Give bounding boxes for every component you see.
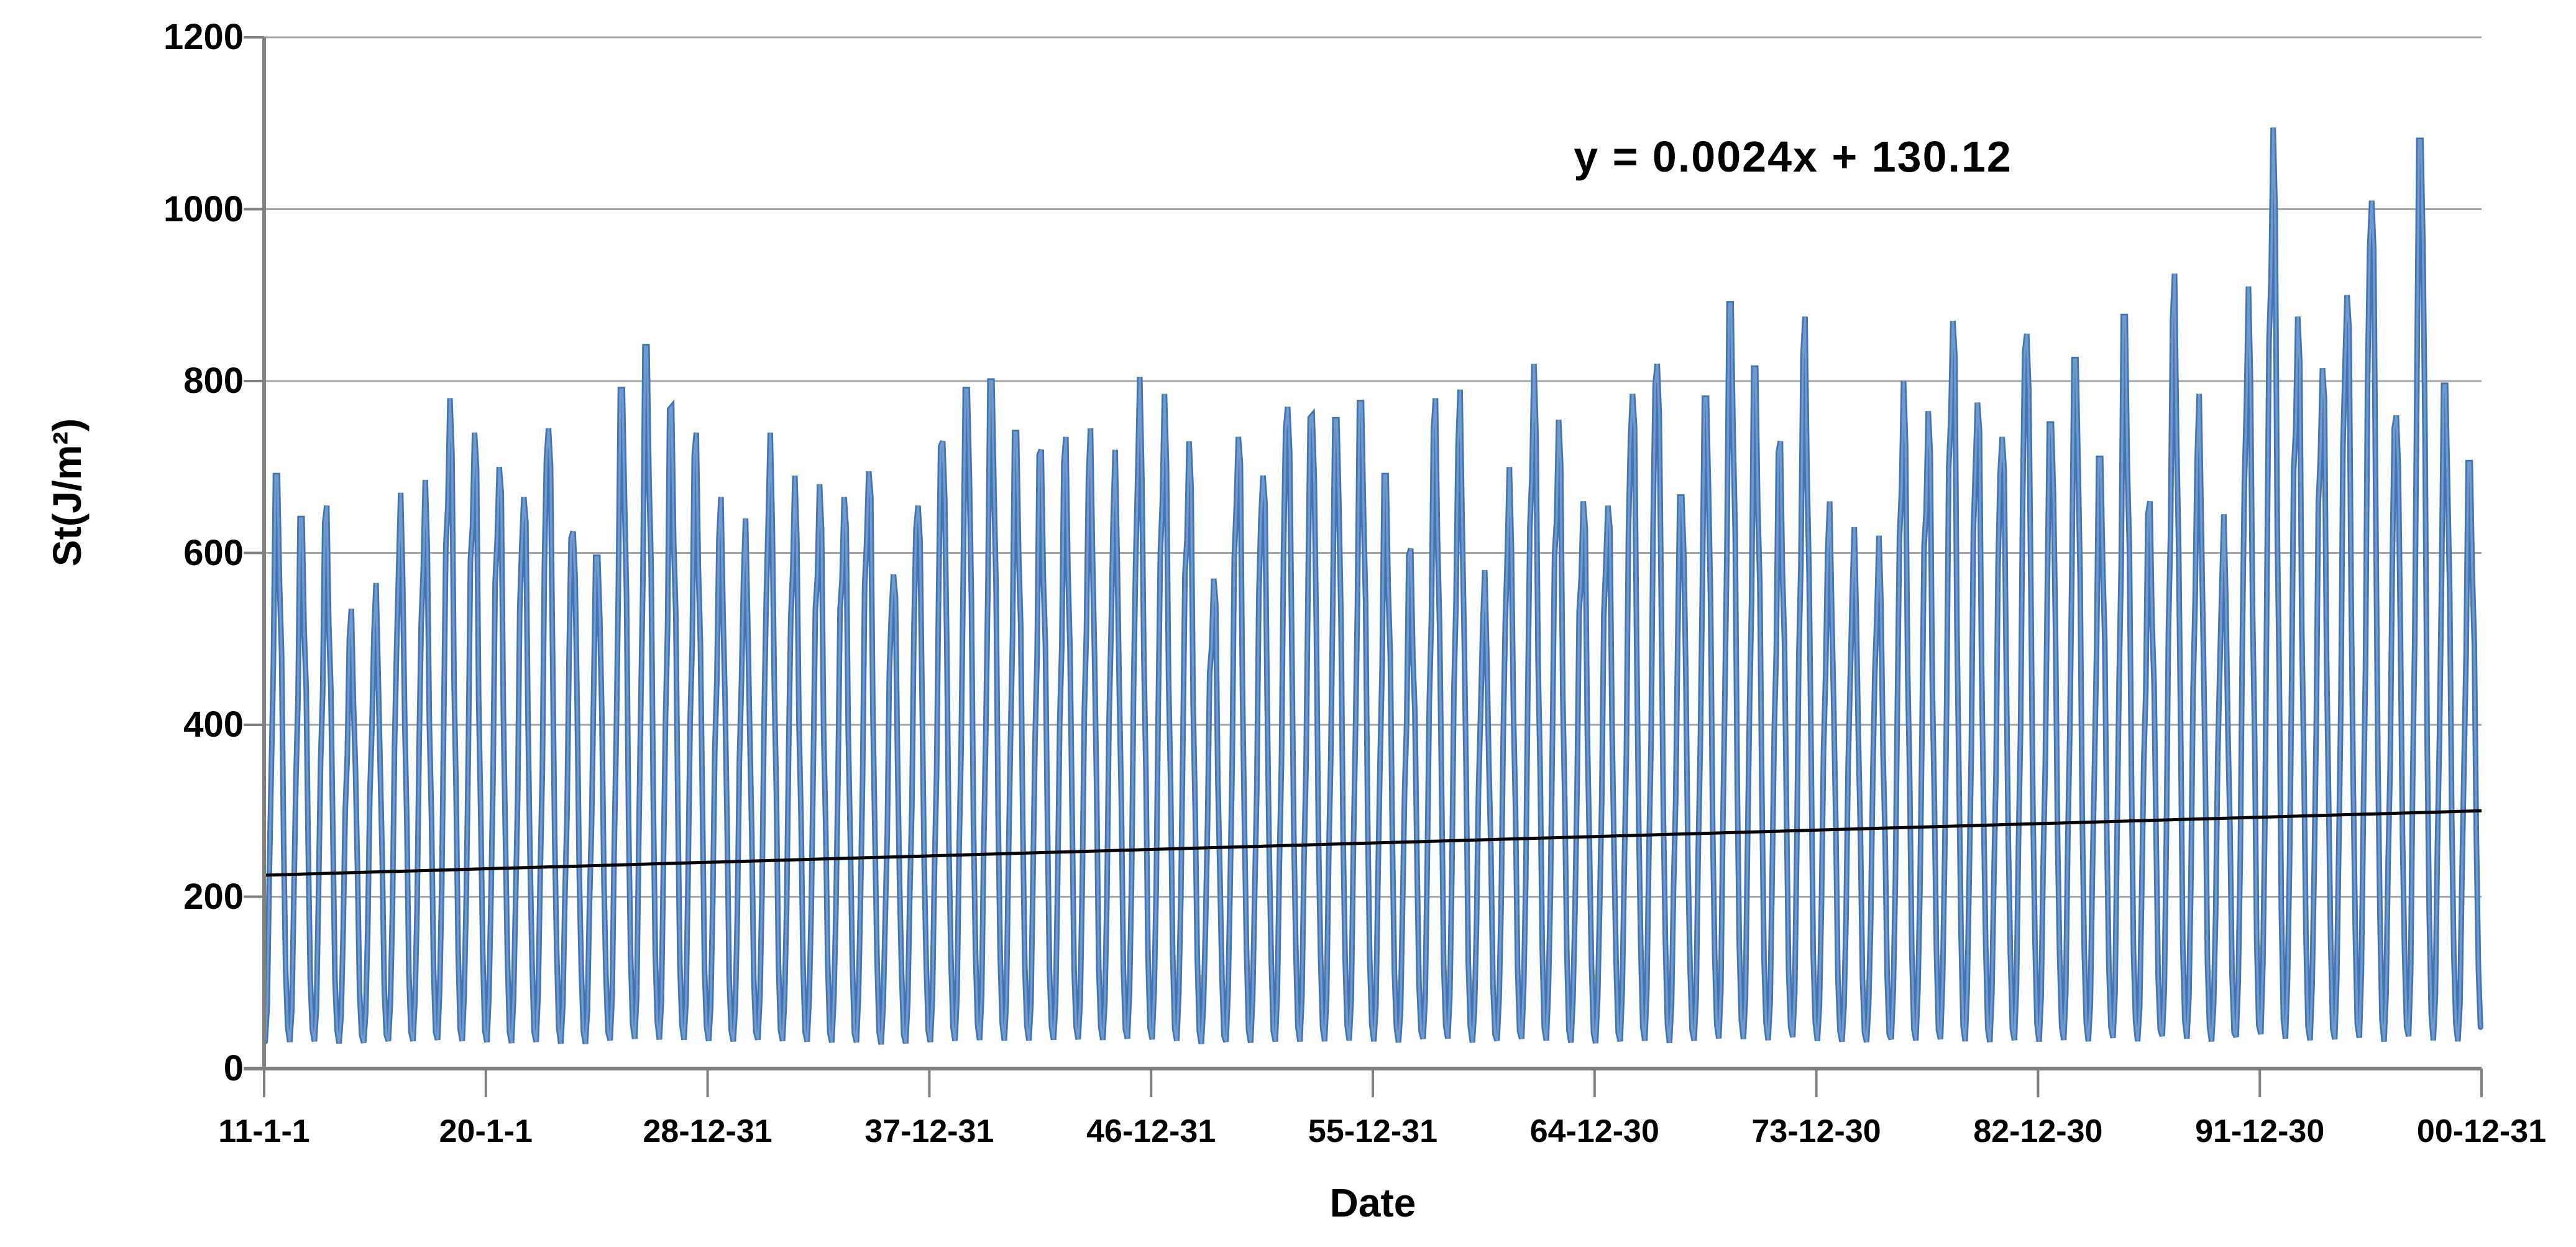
x-tick-label-20-1-1: 20-1-1 <box>439 1113 533 1149</box>
x-tick-label-37-12-31: 37-12-31 <box>864 1113 994 1149</box>
x-axis-title: Date <box>1329 1180 1416 1225</box>
trendline <box>264 809 2482 877</box>
y-tick-label-600: 600 <box>183 532 244 573</box>
x-tick-label-11-1-1: 11-1-1 <box>218 1113 310 1149</box>
y-tick-label-200: 200 <box>183 876 244 917</box>
x-tick-label-73-12-30: 73-12-30 <box>1751 1113 1881 1149</box>
y-tick-label-400: 400 <box>183 704 244 745</box>
x-tick-label-28-12-31: 28-12-31 <box>643 1113 772 1149</box>
x-tick-label-64-12-30: 64-12-30 <box>1529 1113 1659 1149</box>
series-line-highlight <box>264 127 2482 1045</box>
x-tick-label-46-12-31: 46-12-31 <box>1086 1113 1216 1149</box>
y-tick-label-800: 800 <box>183 361 244 401</box>
x-tick-label-00-12-31: 00-12-31 <box>2416 1113 2547 1149</box>
x-tick-label-91-12-30: 91-12-30 <box>2195 1113 2325 1149</box>
series-line <box>262 127 2483 1045</box>
y-tick-label-1200: 1200 <box>163 17 244 57</box>
y-tick-label-0: 0 <box>223 1048 244 1088</box>
x-tick-label-82-12-30: 82-12-30 <box>1973 1113 2103 1149</box>
trendline-equation-label: y = 0.0024x + 130.12 <box>1574 132 2012 181</box>
x-tick-label-55-12-31: 55-12-31 <box>1308 1113 1438 1149</box>
y-tick-label-1000: 1000 <box>163 188 244 229</box>
